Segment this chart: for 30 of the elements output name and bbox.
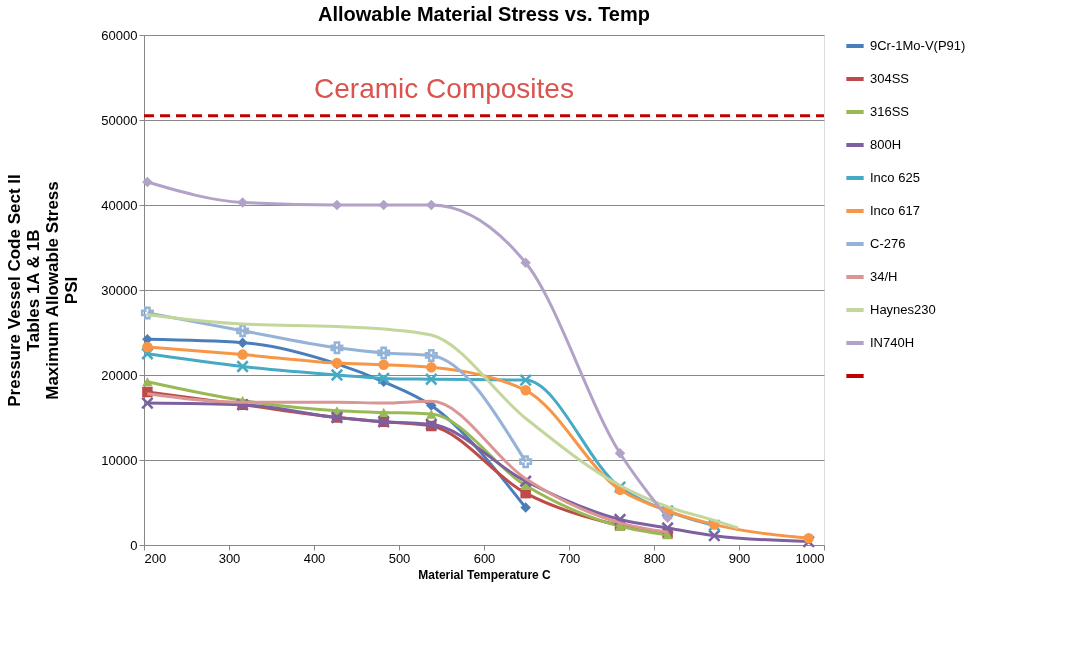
legend-label: C-276 (870, 236, 906, 251)
legend-label: Inco 625 (870, 170, 920, 185)
x-tick-label: 1000 (795, 550, 825, 566)
annotation: Ceramic Composites (314, 73, 574, 104)
legend-label: 34/H (870, 269, 898, 284)
x-tick-label: 200 (144, 550, 167, 566)
y-tick-label: 50000 (101, 112, 138, 128)
x-tick-label: 600 (473, 550, 496, 566)
y-axis-title: Pressure Vessel Code Sect II Tables 1A & 1B Maximum Allowable Stress PSI (5, 174, 82, 407)
legend-label: 304SS (870, 71, 910, 86)
legend-label: Haynes230 (870, 302, 936, 317)
legend-label: 9Cr-1Mo-V(P91) (870, 38, 966, 53)
x-tick-label: 800 (643, 550, 666, 566)
x-tick-label: 900 (728, 550, 751, 566)
x-axis-title: Material Temperature C (418, 567, 552, 582)
chart-title: Allowable Material Stress vs. Temp (318, 3, 650, 25)
legend-label: IN740H (870, 335, 915, 350)
x-tick-label: 700 (558, 550, 581, 566)
y-tick-label: 10000 (101, 452, 138, 468)
x-tick-label: 400 (303, 550, 326, 566)
y-tick-label: 30000 (101, 282, 138, 298)
y-tick-label: 40000 (101, 197, 138, 213)
x-tick-label: 300 (218, 550, 241, 566)
y-tick-label: 60000 (101, 27, 138, 43)
legend-label: 316SS (870, 104, 910, 119)
legend-label: 800H (870, 137, 902, 152)
x-tick-label: 500 (388, 550, 411, 566)
y-tick-label: 20000 (101, 367, 138, 383)
y-tick-label: 0 (130, 537, 138, 553)
legend-label: Inco 617 (870, 203, 920, 218)
